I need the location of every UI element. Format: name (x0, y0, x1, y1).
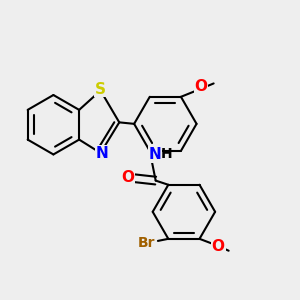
Text: O: O (212, 239, 225, 254)
Text: H: H (160, 147, 172, 161)
Text: O: O (194, 79, 207, 94)
Text: S: S (95, 82, 106, 97)
Text: N: N (96, 146, 108, 161)
Text: O: O (121, 170, 134, 185)
Text: Br: Br (138, 236, 156, 250)
Text: N: N (149, 147, 161, 162)
